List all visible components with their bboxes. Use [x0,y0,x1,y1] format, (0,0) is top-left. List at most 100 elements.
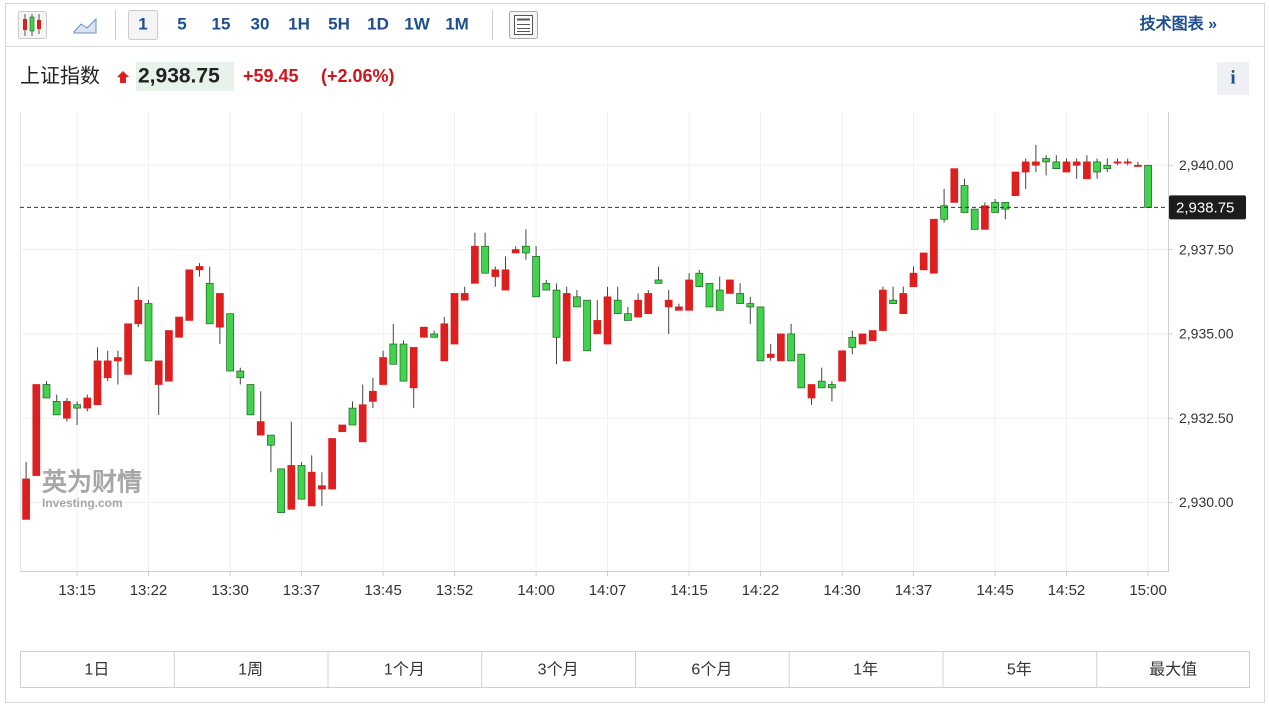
x-tick-label: 14:52 [1048,582,1086,599]
candle-body-down [389,343,398,365]
line-icon[interactable] [73,17,97,34]
candle-body-down [1001,202,1010,210]
y-tick-label: 2,935.00 [1179,326,1234,342]
interval-button[interactable]: 30 [251,14,270,33]
range-button[interactable]: 5年 [1007,661,1032,679]
interval-button[interactable]: 1D [367,14,389,33]
candle-body-up [134,299,143,325]
interval-button[interactable]: 1 [138,14,147,33]
candle-body-up [93,360,102,406]
candle-body-up [1123,161,1132,164]
candle-body-up [114,357,122,362]
info-icon[interactable]: i [1230,67,1235,88]
candle-body-down [205,282,214,325]
candle-body-up [634,299,642,318]
icon-body [23,19,27,30]
candle-body-up [1062,161,1071,173]
frame [5,3,1265,703]
candle-body-down [532,255,540,298]
x-tick-label: 13:15 [58,582,96,599]
candles [22,145,1152,520]
candle-body-up [664,299,673,308]
range-button[interactable]: 1周 [238,662,263,679]
watermark: 英为财情 Investing.com [42,469,142,511]
candle-body-down [573,296,581,308]
candle-body-down [348,407,357,426]
candle-body-down [746,303,755,308]
candle-body-up [185,269,194,321]
intervals: 1 5 15 30 1H 5H 1D 1W 1M [138,14,469,33]
candle-body-down [236,370,245,379]
candle-body-up [471,245,479,284]
candle-body-up [919,252,928,271]
x-tick-label: 14:37 [895,582,933,599]
change: +59.45 [243,66,299,86]
candle-body-up [154,360,163,385]
candle-body-up [318,485,326,490]
candle-body-up [858,333,867,345]
last-price-box [1169,195,1246,220]
candle-body-up [450,293,459,345]
interval-button[interactable]: 15 [212,14,231,33]
y-tick-label: 2,930.00 [1179,494,1234,510]
candle-body-up [511,249,520,254]
x-tick-label: 14:45 [976,582,1014,599]
x-tick-label: 13:37 [283,582,321,599]
candle-body-down [695,272,704,288]
y-tick-label: 2,940.00 [1179,157,1234,173]
candle-body-up [1032,161,1040,166]
candle-body-up [1113,161,1122,164]
candle-body-up [307,471,316,507]
candle-body-down [705,282,714,308]
range-button[interactable]: 最大值 [1149,661,1197,679]
interval-button[interactable]: 1W [404,14,430,33]
interval-selected [128,10,158,40]
candle-body-down [226,313,234,372]
candle-body-down [399,343,408,382]
range-button[interactable]: 1个月 [384,661,425,679]
info-button[interactable] [1217,62,1249,95]
range-button[interactable]: 3个月 [538,661,579,679]
range-bar: 1日 1周 1个月 3个月 6个月 1年 5年 最大值 [20,651,1250,688]
index-title: 上证指数 [20,64,100,87]
x-tick-label: 14:07 [589,582,627,599]
candle-body-up [338,424,347,433]
candle-icon[interactable] [18,11,47,39]
range-button[interactable]: 1年 [853,661,878,679]
candle-body-down [1103,164,1112,169]
candle-body-down [522,245,530,254]
icon-body [29,16,35,32]
x-tick-label: 15:00 [1129,582,1167,599]
price: 2,938.75 [138,65,220,88]
interval-button[interactable]: 1M [445,14,469,33]
watermark-brand: 英为财情 [42,469,142,497]
x-tick-label: 13:22 [130,582,168,599]
candle-body-up [562,293,571,362]
candle-body-up [440,323,449,362]
candle-body-up [256,421,265,436]
range-button[interactable]: 6个月 [691,661,732,679]
candle-body-down [715,289,724,311]
candle-body-up [899,293,908,315]
candle-body-up [807,384,816,399]
candle-body-down [1144,164,1152,208]
last-price-label: 2,938.75 [1176,199,1234,216]
interval-button[interactable]: 1H [288,14,310,33]
candle-body-up [379,357,387,385]
candle-body-up [63,401,71,419]
candle-body-down [52,401,61,416]
interval-button[interactable]: 5H [328,14,350,33]
x-tick-label: 14:15 [670,582,708,599]
candle-body-down [297,465,306,500]
candle-body-up [1083,161,1091,180]
news-icon[interactable] [509,11,538,39]
price-highlight [136,62,234,91]
candle-body-down [246,384,255,416]
range-button[interactable]: 1日 [84,662,109,679]
tech-chart-link[interactable]: 技术图表 » [1140,14,1217,33]
candle-body-up [726,279,734,294]
candle-body-up [1021,161,1030,173]
change-pct: (+2.06%) [321,66,395,86]
interval-button[interactable]: 5 [177,14,186,33]
